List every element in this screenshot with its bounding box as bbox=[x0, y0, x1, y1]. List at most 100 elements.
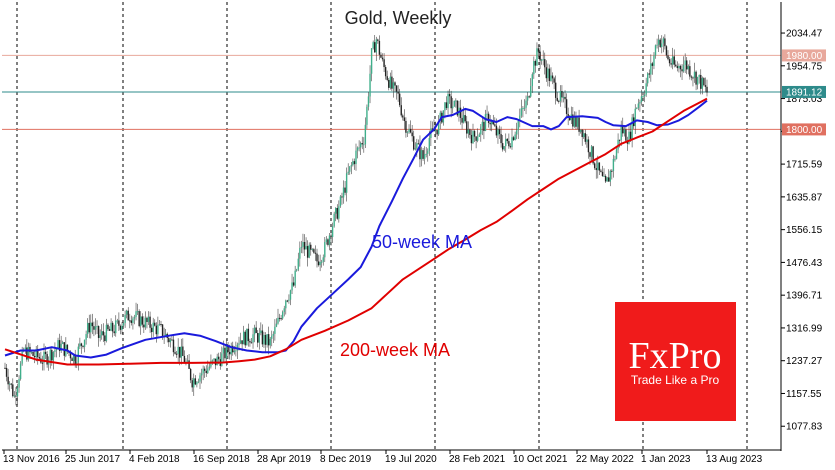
candle-body bbox=[143, 324, 145, 328]
candle-body bbox=[416, 143, 418, 149]
candle-body bbox=[622, 126, 624, 134]
candle-body bbox=[367, 96, 370, 107]
candle-body bbox=[609, 170, 611, 182]
candle-body bbox=[333, 213, 335, 227]
candle-body bbox=[411, 132, 413, 137]
candle-body bbox=[511, 137, 513, 148]
candle-body bbox=[494, 124, 496, 126]
candle-body bbox=[127, 310, 129, 321]
candle-body bbox=[125, 310, 128, 315]
candle-body bbox=[26, 347, 28, 360]
candle-body bbox=[617, 139, 619, 150]
candle-body bbox=[193, 378, 195, 388]
candle-body bbox=[325, 239, 328, 243]
candle-body bbox=[267, 334, 270, 346]
candle-body bbox=[569, 117, 571, 121]
candle-body bbox=[501, 143, 504, 150]
candle-body bbox=[203, 368, 206, 371]
candle-body bbox=[260, 330, 262, 334]
candle-body bbox=[519, 115, 521, 121]
candle-body bbox=[345, 173, 348, 193]
candle-body bbox=[406, 132, 409, 134]
candle-body bbox=[225, 345, 228, 359]
moving-averages bbox=[4, 97, 708, 366]
candle-body bbox=[261, 330, 264, 345]
candle-body bbox=[684, 60, 686, 66]
candle-body bbox=[600, 170, 602, 172]
candle-body bbox=[147, 316, 150, 323]
candle-body bbox=[559, 91, 562, 102]
candle-body bbox=[7, 376, 9, 385]
candle-body bbox=[54, 350, 56, 352]
x-tick-label: 22 May 2022 bbox=[576, 454, 634, 465]
x-tick-label: 28 Apr 2019 bbox=[257, 454, 311, 465]
candle-body bbox=[308, 244, 310, 258]
candle-body bbox=[425, 153, 427, 155]
candle-body bbox=[459, 107, 462, 118]
candle-body bbox=[489, 122, 491, 125]
candle-body bbox=[361, 143, 363, 145]
candle-body bbox=[150, 327, 153, 333]
candle-body bbox=[130, 320, 133, 323]
candle-body bbox=[328, 235, 331, 245]
candle-body bbox=[512, 137, 515, 140]
candle-body bbox=[27, 346, 30, 360]
x-tick-label: 28 Feb 2021 bbox=[449, 454, 506, 465]
candle-body bbox=[681, 69, 683, 72]
candle-body bbox=[483, 121, 485, 131]
candle-body bbox=[144, 317, 147, 328]
candle-body bbox=[689, 66, 691, 77]
candle-body bbox=[467, 129, 470, 134]
candle-body bbox=[299, 247, 301, 259]
y-tick-label: 1237.27 bbox=[786, 356, 823, 367]
candle-body bbox=[257, 333, 259, 343]
candle-body bbox=[339, 196, 342, 207]
candle-body bbox=[43, 351, 45, 363]
candle-body bbox=[79, 343, 81, 347]
candle-body bbox=[405, 120, 407, 133]
candle-body bbox=[665, 46, 668, 56]
candle-body bbox=[676, 66, 679, 69]
candle-body bbox=[495, 125, 498, 136]
candle-body bbox=[352, 161, 354, 166]
candle-body bbox=[375, 39, 377, 53]
candle-body bbox=[280, 318, 282, 320]
candle-body bbox=[177, 346, 179, 355]
candle-body bbox=[113, 331, 115, 334]
candle-body bbox=[239, 340, 242, 344]
candle-body bbox=[275, 323, 278, 327]
candle-body bbox=[386, 76, 388, 80]
candle-body bbox=[316, 253, 318, 262]
candle-body bbox=[475, 136, 477, 141]
candle-body bbox=[695, 71, 697, 85]
candle-body bbox=[675, 64, 677, 67]
candle-body bbox=[530, 86, 532, 97]
y-tick-label: 1715.59 bbox=[786, 160, 823, 171]
candle-body bbox=[534, 60, 537, 66]
candle-body bbox=[542, 59, 544, 61]
candle-body bbox=[305, 246, 307, 250]
candle-body bbox=[456, 100, 459, 116]
candle-body bbox=[650, 63, 652, 75]
candle-body bbox=[136, 311, 139, 313]
candle-body bbox=[670, 63, 672, 65]
candle-body bbox=[13, 395, 16, 397]
candle-body bbox=[664, 38, 666, 47]
candle-body bbox=[8, 383, 11, 385]
candle-body bbox=[698, 74, 700, 78]
candle-body bbox=[539, 51, 541, 61]
y-tick-label: 1875.03 bbox=[786, 94, 823, 105]
candle-body bbox=[642, 96, 644, 98]
y-tick-labels: 2034.471954.751875.031795.311715.591635.… bbox=[781, 29, 823, 433]
y-tick-label: 2034.47 bbox=[786, 29, 823, 40]
candle-body bbox=[704, 85, 707, 87]
candle-body bbox=[615, 149, 618, 159]
candle-body bbox=[466, 121, 468, 134]
candle-body bbox=[52, 351, 55, 361]
candle-body bbox=[33, 355, 36, 358]
candle-body bbox=[202, 368, 204, 374]
candle-body bbox=[247, 328, 250, 342]
candle-body bbox=[82, 345, 84, 347]
candle-body bbox=[363, 144, 365, 146]
candle-body bbox=[419, 143, 421, 160]
